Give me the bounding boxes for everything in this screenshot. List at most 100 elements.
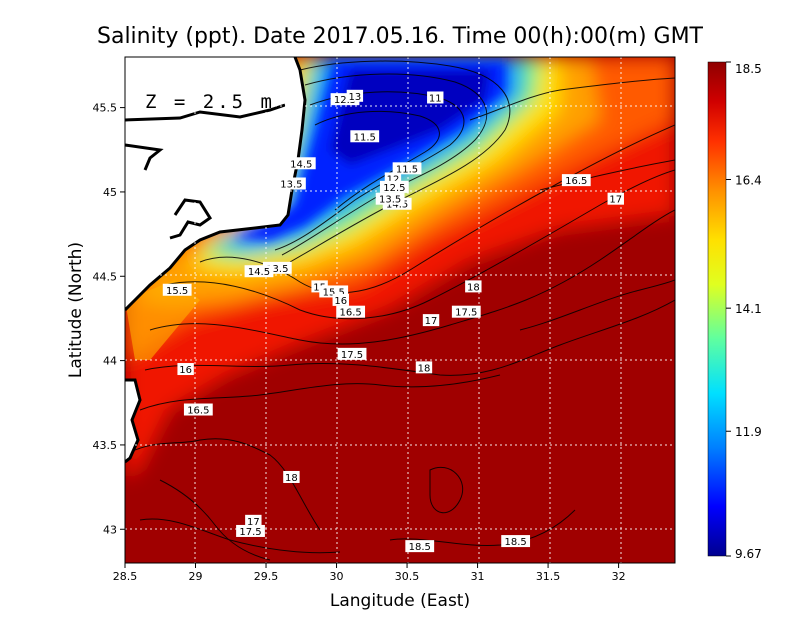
contour-label-text: 11 — [429, 93, 442, 104]
depth-annotation: Z = 2.5 m — [145, 91, 275, 113]
x-tick-label: 31 — [471, 570, 485, 583]
contour-label: 17.5 — [451, 305, 481, 319]
contour-label: 16 — [332, 293, 349, 307]
contour-label-text: 18 — [285, 473, 298, 484]
y-tick-label: 45.5 — [93, 102, 118, 115]
contour-label-text: 11.5 — [354, 132, 376, 143]
contour-label-text: 13.5 — [379, 195, 401, 206]
contour-label: 14.5 — [286, 157, 316, 170]
contour-label-box — [286, 157, 316, 170]
land-mask — [125, 57, 305, 310]
contour-label: 16 — [177, 363, 194, 376]
colorbar-tick-label: 9.67 — [735, 547, 762, 561]
contour-label: 18.5 — [501, 535, 531, 548]
contour-label-box — [244, 265, 274, 278]
contour-labels: 1111.511.51212.512.51313.514.514.513.513… — [162, 89, 624, 553]
contour-label-text: 16.5 — [565, 176, 587, 187]
contour-label: 17 — [422, 314, 440, 327]
contour-label-box — [392, 162, 422, 175]
plot-frame — [124, 56, 676, 564]
contour-label-box — [277, 177, 306, 190]
y-axis-label: Latitude (North) — [66, 242, 86, 378]
contour-label-text: 17.5 — [455, 308, 477, 319]
contour-label: 18 — [415, 361, 433, 374]
contour-label-text: 16.5 — [187, 406, 209, 417]
y-tick-label: 44 — [103, 355, 117, 368]
contour-label-text: 13.5 — [266, 264, 288, 275]
contour-label-box — [465, 280, 482, 293]
contour-label: 17.5 — [236, 524, 265, 538]
contour-label-text: 12.5 — [334, 95, 356, 106]
contour-label: 18.5 — [405, 540, 435, 553]
contour-label: 18 — [465, 280, 482, 293]
contour-label-box — [451, 305, 481, 318]
contour-label-box — [332, 293, 349, 306]
x-tick-label: 30 — [330, 570, 344, 583]
x-tick-label: 28.5 — [113, 570, 138, 583]
contour-label-text: 13 — [349, 92, 362, 103]
x-tick-label: 30.5 — [395, 570, 420, 583]
contour-label: 11 — [427, 91, 444, 104]
salinity-field — [125, 57, 675, 563]
coastline — [125, 57, 307, 464]
gridlines — [125, 57, 675, 563]
y-tick-label: 43.5 — [93, 439, 118, 452]
x-axis: 28.5 29 29.5 30 30.5 31 31.5 32 — [113, 563, 626, 583]
contour-label: 13.5 — [375, 192, 405, 206]
contour-label-text: 17 — [425, 316, 438, 327]
colorbar: 18.5 16.4 14.1 11.9 9.67 — [707, 61, 762, 561]
contour-label: 14.5 — [244, 265, 274, 278]
contour-label: 17 — [607, 192, 624, 206]
contour-label-box — [283, 470, 300, 483]
contour-label-box — [236, 524, 265, 537]
delta-outline — [169, 198, 213, 240]
chart-title: Salinity (ppt). Date 2017.05.16. Time 00… — [97, 24, 704, 49]
y-tick-label: 44.5 — [93, 270, 118, 283]
contour-label-box — [405, 540, 435, 553]
contour-label-box — [346, 89, 364, 102]
contour-label-text: 13.5 — [280, 180, 302, 191]
contour-label-text: 16.5 — [340, 308, 362, 319]
contour-label-box — [336, 305, 366, 318]
contour-label-text: 17 — [247, 517, 260, 528]
contour-label-box — [375, 192, 405, 205]
contour-label-box — [427, 91, 444, 104]
y-tick-label: 43 — [103, 523, 117, 536]
contour-label-text: 12 — [387, 174, 400, 185]
contour-label-text: 18 — [467, 282, 480, 293]
x-tick-label: 31.5 — [536, 570, 561, 583]
contour-label-text: 18.5 — [409, 542, 431, 553]
contour-label: 12.5 — [379, 180, 409, 194]
contour-label: 16.5 — [336, 305, 366, 319]
contour-label-text: 18.5 — [505, 537, 527, 548]
x-tick-label: 29 — [189, 570, 203, 583]
contour-label: 16.5 — [183, 403, 213, 417]
contour-label-text: 14.5 — [248, 267, 270, 278]
contour-label-text: 16 — [334, 296, 347, 307]
contour-label-text: 14.5 — [290, 159, 312, 170]
contour-label: 15.5 — [162, 283, 192, 297]
y-tick-label: 45 — [103, 186, 117, 199]
colorbar-tick-label: 14.1 — [735, 302, 762, 316]
contour-label-text: 14.5 — [386, 200, 408, 211]
contour-label-box — [561, 174, 591, 187]
contour-label: 13 — [346, 89, 364, 103]
contour-label-box — [501, 535, 531, 548]
contour-label: 11.5 — [350, 130, 380, 143]
contour-label: 17.5 — [337, 347, 367, 361]
contour-label-text: 12.5 — [383, 183, 405, 194]
contour-label-box — [245, 514, 262, 527]
contour-label-text: 16 — [179, 365, 192, 376]
contour-label: 18 — [283, 470, 300, 484]
contour-label-box — [350, 130, 380, 143]
contour-label-box — [183, 403, 213, 416]
contour-label-box — [162, 283, 192, 296]
x-tick-label: 32 — [612, 570, 626, 583]
y-axis: 43 43.5 44 44.5 45 45.5 — [93, 102, 125, 536]
contour-label-text: 15.5 — [323, 287, 345, 298]
contour-label-box — [337, 347, 367, 360]
contour-label-box — [607, 192, 624, 205]
lagoon-outline — [125, 103, 286, 171]
colorbar-tick-label: 16.4 — [735, 173, 762, 187]
